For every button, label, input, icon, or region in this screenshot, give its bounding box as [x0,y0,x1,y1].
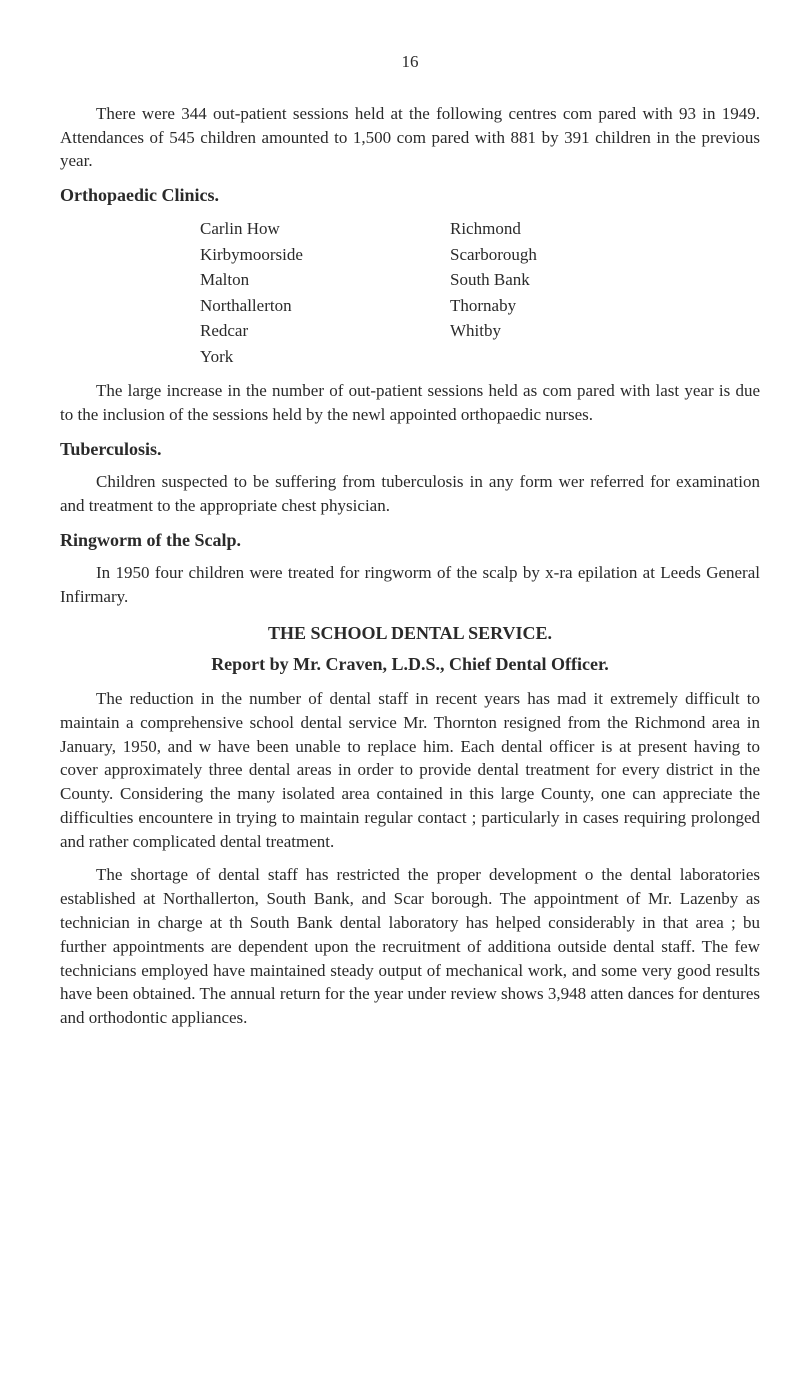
clinic-item: Malton [200,267,450,293]
page-number: 16 [60,50,760,74]
clinic-item: Whitby [450,318,650,344]
paragraph-ringworm: In 1950 four children were treated for r… [60,561,760,609]
clinic-item: York [200,344,450,370]
paragraph-intro: There were 344 out-patient sessions held… [60,102,760,173]
clinic-item: South Bank [450,267,650,293]
paragraph-tuberculosis: Children suspected to be suffering from … [60,470,760,518]
clinic-item: Northallerton [200,293,450,319]
subheading-dental-report: Report by Mr. Craven, L.D.S., Chief Dent… [60,652,760,677]
clinic-item: Scarborough [450,242,650,268]
clinic-item: Kirbymoorside [200,242,450,268]
heading-orthopaedic: Orthopaedic Clinics. [60,183,760,208]
clinic-item: Carlin How [200,216,450,242]
heading-ringworm: Ringworm of the Scalp. [60,528,760,553]
clinic-col-right: Richmond Scarborough South Bank Thornaby… [450,216,650,369]
clinic-item: Thornaby [450,293,650,319]
clinic-col-left: Carlin How Kirbymoorside Malton Northall… [200,216,450,369]
paragraph-dental-reduction: The reduction in the number of dental st… [60,687,760,854]
clinic-item: Redcar [200,318,450,344]
heading-tuberculosis: Tuberculosis. [60,437,760,462]
paragraph-dental-shortage: The shortage of dental staff has restric… [60,863,760,1030]
paragraph-ortho-increase: The large increase in the number of out-… [60,379,760,427]
heading-dental-service: THE SCHOOL DENTAL SERVICE. [60,621,760,646]
clinic-list: Carlin How Kirbymoorside Malton Northall… [200,216,760,369]
clinic-item: Richmond [450,216,650,242]
